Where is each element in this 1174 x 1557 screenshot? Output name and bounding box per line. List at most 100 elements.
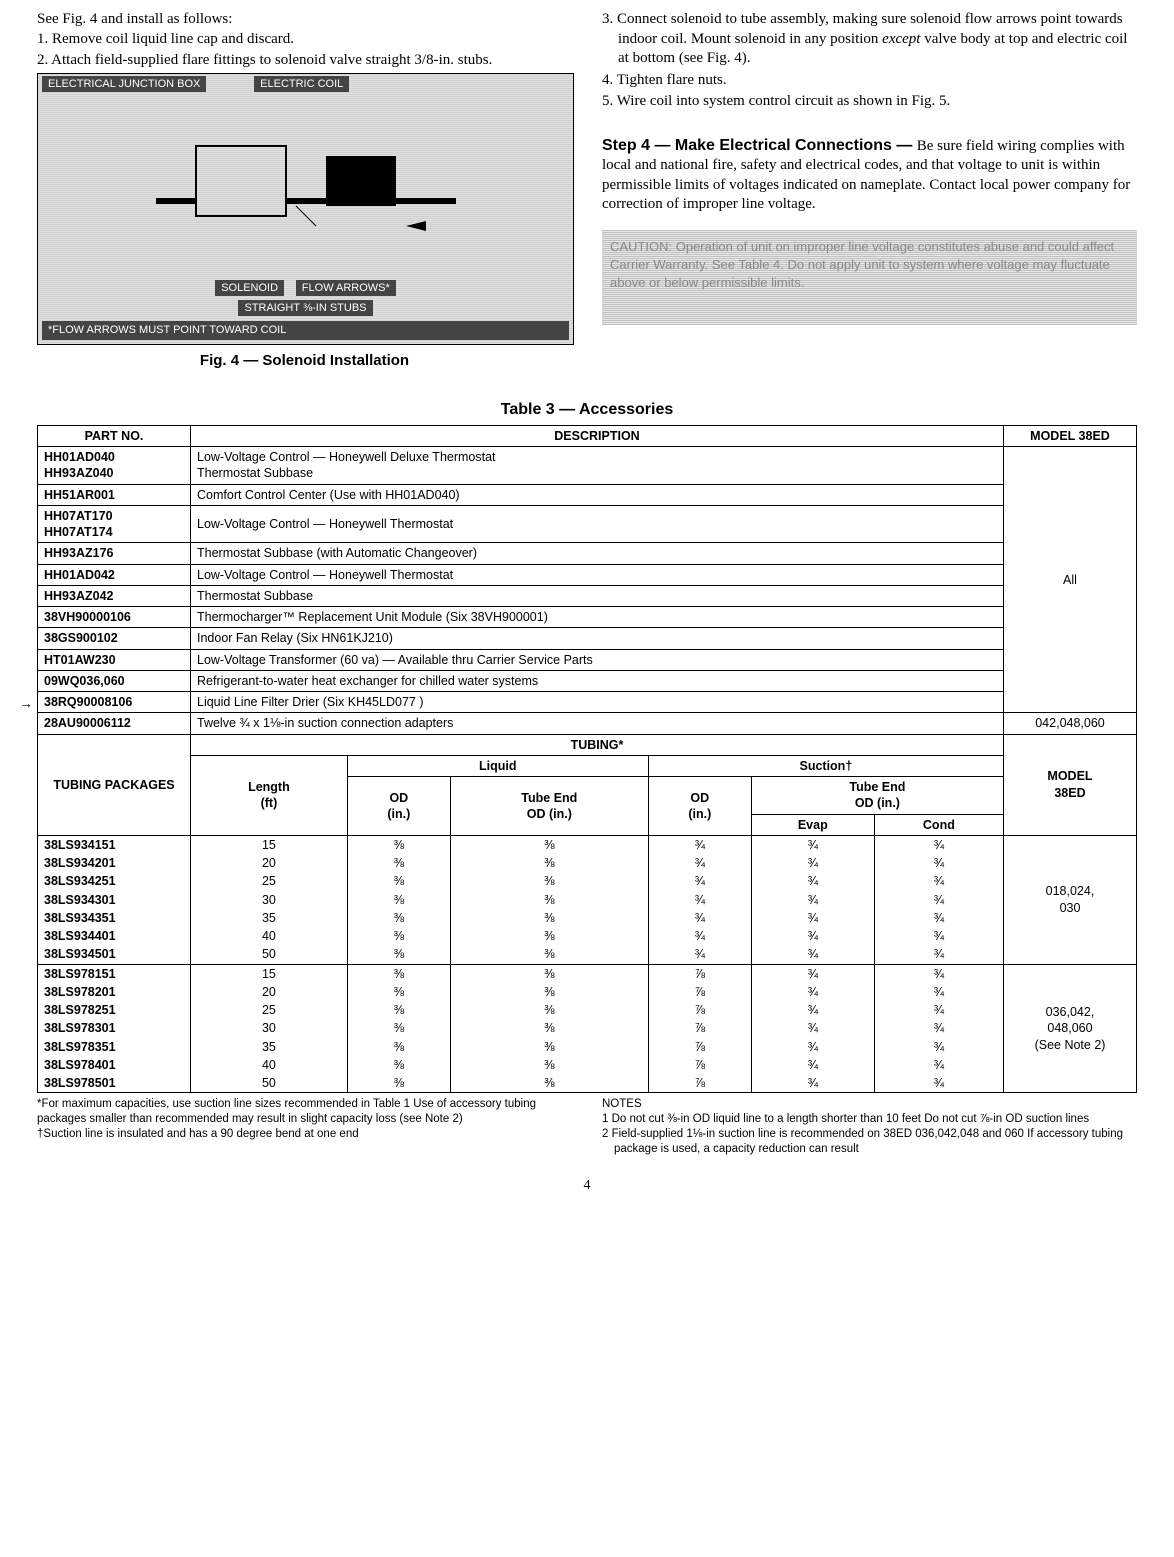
- tubing-len: 50: [191, 945, 348, 964]
- th-evap: Evap: [751, 814, 874, 835]
- step-5: 5. Wire coil into system control circuit…: [602, 92, 1137, 112]
- tubing-cond: ¾: [874, 945, 1003, 964]
- tubing-cond: ¾: [874, 835, 1003, 854]
- tubing-evap: ¾: [751, 927, 874, 945]
- tubing-cond: ¾: [874, 927, 1003, 945]
- tubing-evap: ¾: [751, 1056, 874, 1074]
- tubing-liq-od: ⅜: [347, 1001, 450, 1019]
- tubing-liq-od: ⅜: [347, 835, 450, 854]
- part-2: HH07AT170 HH07AT174: [38, 505, 191, 543]
- tubing-len: 25: [191, 872, 348, 890]
- desc-7: Indoor Fan Relay (Six HN61KJ210): [191, 628, 1004, 649]
- intro-text: See Fig. 4 and install as follows:: [37, 10, 572, 30]
- tubing-liq-od: ⅜: [347, 1038, 450, 1056]
- th-liq-od: OD (in.): [347, 777, 450, 836]
- tubing-suc-od: ⅞: [648, 964, 751, 983]
- fig4-label-1: ELECTRICAL JUNCTION BOX: [42, 76, 206, 92]
- tubing-suc-od: ⅞: [648, 1038, 751, 1056]
- tubing-cond: ¾: [874, 964, 1003, 983]
- tubing-part: 38LS934401: [38, 927, 191, 945]
- tubing-liq-te: ⅜: [450, 964, 648, 983]
- fig4-label-6: *FLOW ARROWS MUST POINT TOWARD COIL: [42, 321, 569, 339]
- tubing-cond: ¾: [874, 1074, 1003, 1093]
- tubing-len: 20: [191, 854, 348, 872]
- tubing-part: 38LS934301: [38, 891, 191, 909]
- tubing-liq-te: ⅜: [450, 835, 648, 854]
- tubing-cond: ¾: [874, 854, 1003, 872]
- tubing-liq-od: ⅜: [347, 854, 450, 872]
- tubing-evap: ¾: [751, 964, 874, 983]
- tubing-suc-od: ¾: [648, 854, 751, 872]
- tubing-len: 20: [191, 983, 348, 1001]
- tubing-len: 40: [191, 927, 348, 945]
- tubing-liq-te: ⅜: [450, 1019, 648, 1037]
- tubing-len: 35: [191, 909, 348, 927]
- tubing-liq-te: ⅜: [450, 909, 648, 927]
- step-3: 3. Connect solenoid to tube assembly, ma…: [602, 10, 1137, 69]
- tubing-evap: ¾: [751, 945, 874, 964]
- tubing-liq-te: ⅜: [450, 927, 648, 945]
- accessories-table: PART NO. DESCRIPTION MODEL 38ED HH01AD04…: [37, 425, 1137, 1094]
- tubing-part: 38LS934151: [38, 835, 191, 854]
- footnote-dagger: †Suction line is insulated and has a 90 …: [37, 1127, 572, 1142]
- th-cond: Cond: [874, 814, 1003, 835]
- desc-1: Comfort Control Center (Use with HH01AD0…: [191, 484, 1004, 505]
- desc-last: Twelve ¾ x 1⅛-in suction connection adap…: [191, 713, 1004, 734]
- footnote-star: *For maximum capacities, use suction lin…: [37, 1097, 572, 1127]
- tubing-cond: ¾: [874, 909, 1003, 927]
- desc-5: Thermostat Subbase: [191, 585, 1004, 606]
- tubing-liq-te: ⅜: [450, 945, 648, 964]
- desc-8: Low-Voltage Transformer (60 va) — Availa…: [191, 649, 1004, 670]
- tubing-evap: ¾: [751, 891, 874, 909]
- note-2: 2 Field-supplied 1⅛-in suction line is r…: [602, 1127, 1137, 1157]
- tubing-part: 38LS978351: [38, 1038, 191, 1056]
- part-5: HH93AZ042: [38, 585, 191, 606]
- part-1: HH51AR001: [38, 484, 191, 505]
- tubing-liq-te: ⅜: [450, 1001, 648, 1019]
- tubing-cond: ¾: [874, 1056, 1003, 1074]
- step-4: 4. Tighten flare nuts.: [602, 71, 1137, 91]
- tubing-cond: ¾: [874, 1038, 1003, 1056]
- tubing-liq-te: ⅜: [450, 891, 648, 909]
- tubing-liq-od: ⅜: [347, 945, 450, 964]
- tubing-cond: ¾: [874, 983, 1003, 1001]
- part-6: 38VH90000106: [38, 607, 191, 628]
- tubing-liq-od: ⅜: [347, 927, 450, 945]
- tubing-part: 38LS934501: [38, 945, 191, 964]
- tubing-liq-od: ⅜: [347, 983, 450, 1001]
- tubing-suc-od: ¾: [648, 872, 751, 890]
- tubing-part: 38LS978151: [38, 964, 191, 983]
- tubing-cond: ¾: [874, 891, 1003, 909]
- tubing-suc-od: ¾: [648, 835, 751, 854]
- desc-6: Thermocharger™ Replacement Unit Module (…: [191, 607, 1004, 628]
- step-1: 1. Remove coil liquid line cap and disca…: [37, 30, 572, 50]
- tubing-liq-od: ⅜: [347, 1056, 450, 1074]
- tubing-len: 25: [191, 1001, 348, 1019]
- tubing-model: 018,024, 030: [1004, 835, 1137, 964]
- tubing-part: 38LS978401: [38, 1056, 191, 1074]
- tubing-model: 036,042, 048,060 (See Note 2): [1004, 964, 1137, 1093]
- desc-2: Low-Voltage Control — Honeywell Thermost…: [191, 505, 1004, 543]
- th-suc-od: OD (in.): [648, 777, 751, 836]
- tubing-suc-od: ⅞: [648, 1019, 751, 1037]
- caution-box: CAUTION: Operation of unit on improper l…: [602, 230, 1137, 325]
- model-last: 042,048,060: [1004, 713, 1137, 734]
- tubing-evap: ¾: [751, 835, 874, 854]
- tubing-liq-od: ⅜: [347, 1074, 450, 1093]
- tubing-liq-te: ⅜: [450, 1038, 648, 1056]
- desc-arrow: Liquid Line Filter Drier (Six KH45LD077 …: [191, 692, 1004, 713]
- step-2: 2. Attach field-supplied flare fittings …: [37, 51, 572, 71]
- notes-heading: NOTES: [602, 1097, 1137, 1112]
- tubing-part: 38LS978301: [38, 1019, 191, 1037]
- tubing-liq-te: ⅜: [450, 1074, 648, 1093]
- tubing-evap: ¾: [751, 854, 874, 872]
- desc-9: Refrigerant-to-water heat exchanger for …: [191, 670, 1004, 691]
- model-all: All: [1004, 447, 1137, 713]
- tubing-cond: ¾: [874, 1019, 1003, 1037]
- tubing-part: 38LS978501: [38, 1074, 191, 1093]
- tubing-liq-te: ⅜: [450, 854, 648, 872]
- tubing-liq-od: ⅜: [347, 891, 450, 909]
- table3-title: Table 3 — Accessories: [37, 400, 1137, 421]
- fig4-label-4: FLOW ARROWS*: [296, 280, 396, 296]
- th-suction: Suction†: [648, 755, 1003, 776]
